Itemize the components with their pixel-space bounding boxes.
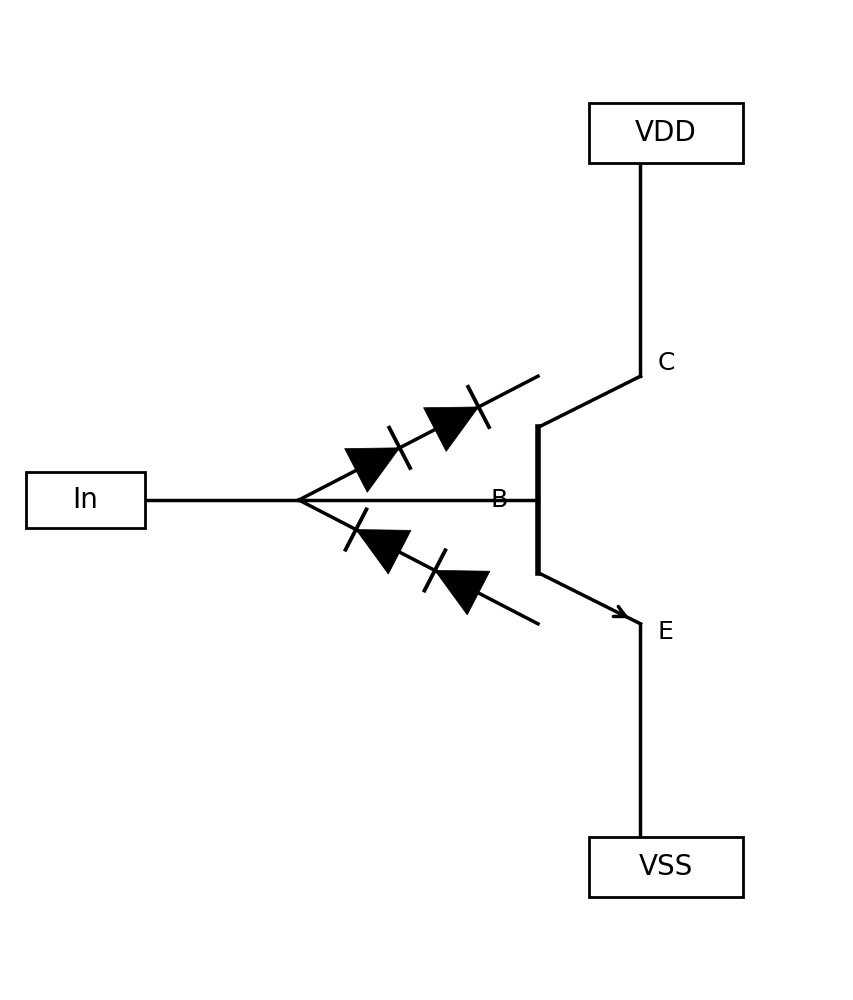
- Polygon shape: [434, 570, 490, 615]
- Polygon shape: [345, 448, 399, 492]
- Bar: [589, 103, 742, 163]
- Bar: [589, 837, 742, 897]
- Bar: [26, 472, 145, 528]
- Text: In: In: [73, 486, 98, 514]
- Text: VSS: VSS: [638, 853, 693, 881]
- Text: C: C: [657, 351, 674, 375]
- Text: E: E: [657, 620, 673, 644]
- Text: B: B: [490, 488, 508, 512]
- Text: VDD: VDD: [635, 119, 696, 147]
- Polygon shape: [356, 530, 410, 574]
- Polygon shape: [423, 407, 478, 451]
